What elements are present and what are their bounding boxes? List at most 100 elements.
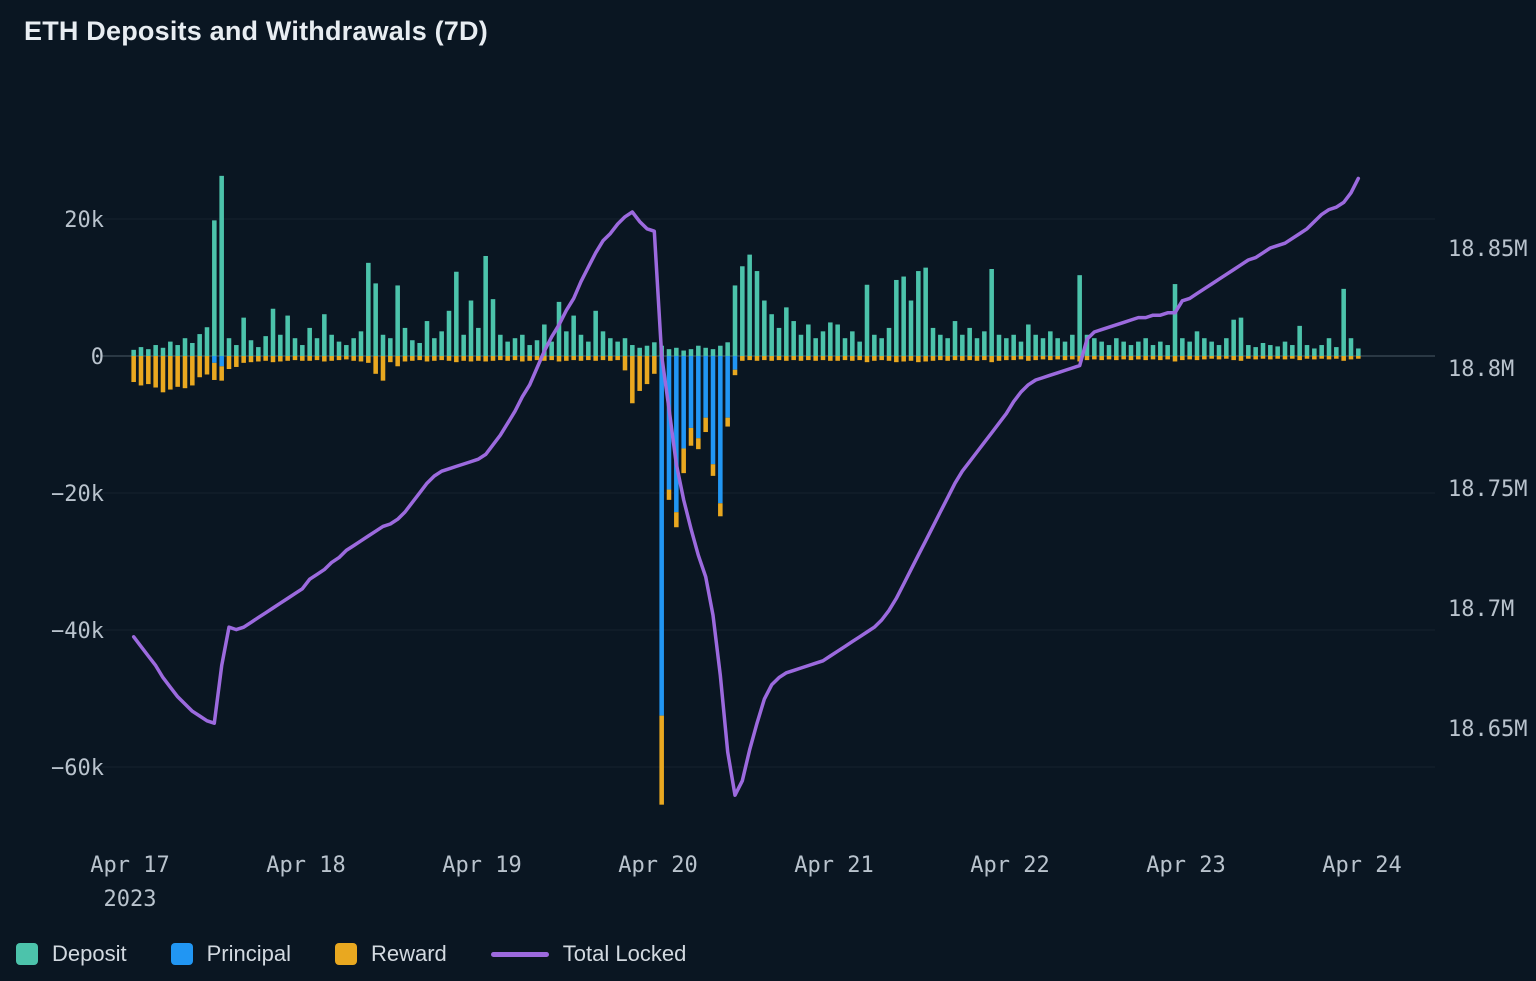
deposit-bar[interactable] — [1018, 341, 1024, 356]
deposit-bar[interactable] — [1341, 288, 1346, 356]
deposit-bar[interactable] — [1216, 345, 1222, 356]
reward-bar[interactable] — [380, 356, 386, 381]
deposit-bar[interactable] — [578, 334, 584, 356]
deposit-bar[interactable] — [718, 345, 723, 356]
deposit-bar[interactable] — [762, 300, 767, 356]
reward-bar[interactable] — [1275, 356, 1280, 359]
deposit-bar[interactable] — [307, 327, 312, 356]
deposit-bar[interactable] — [952, 321, 958, 356]
reward-bar[interactable] — [681, 448, 686, 474]
deposit-bar[interactable] — [1290, 345, 1295, 356]
reward-bar[interactable] — [952, 356, 958, 361]
reward-bar[interactable] — [1326, 356, 1332, 360]
deposit-bar[interactable] — [1026, 324, 1031, 356]
principal-bar[interactable] — [219, 356, 224, 367]
deposit-bar[interactable] — [190, 342, 195, 356]
reward-bar[interactable] — [204, 356, 210, 375]
deposit-bar[interactable] — [1202, 338, 1207, 356]
deposit-bar[interactable] — [1099, 341, 1104, 356]
deposit-bar[interactable] — [153, 345, 158, 356]
reward-bar[interactable] — [732, 369, 738, 376]
reward-bar[interactable] — [960, 356, 965, 361]
deposit-bar[interactable] — [424, 321, 430, 356]
reward-bar[interactable] — [600, 356, 606, 361]
deposit-bar[interactable] — [593, 310, 598, 356]
reward-bar[interactable] — [1282, 356, 1288, 360]
deposit-bar[interactable] — [703, 347, 708, 356]
reward-bar[interactable] — [578, 356, 584, 361]
legend-item-total-locked[interactable]: Total Locked — [490, 941, 686, 967]
deposit-bar[interactable] — [930, 327, 936, 356]
deposit-bar[interactable] — [1268, 345, 1273, 356]
reward-bar[interactable] — [410, 356, 415, 361]
deposit-bar[interactable] — [1158, 341, 1163, 356]
reward-bar[interactable] — [197, 356, 202, 378]
reward-bar[interactable] — [1348, 356, 1354, 360]
deposit-bar[interactable] — [696, 345, 701, 356]
reward-bar[interactable] — [534, 356, 540, 361]
deposit-bar[interactable] — [1172, 284, 1178, 356]
deposit-bar[interactable] — [498, 334, 503, 356]
reward-bar[interactable] — [432, 356, 437, 361]
reward-bar[interactable] — [806, 356, 811, 361]
deposit-bar[interactable] — [204, 327, 210, 356]
reward-bar[interactable] — [1180, 356, 1185, 361]
reward-bar[interactable] — [564, 356, 569, 361]
deposit-bar[interactable] — [1143, 338, 1148, 356]
reward-bar[interactable] — [182, 356, 188, 389]
reward-bar[interactable] — [1011, 356, 1016, 361]
reward-bar[interactable] — [1209, 356, 1214, 359]
reward-bar[interactable] — [1099, 356, 1104, 361]
deposit-bar[interactable] — [1348, 338, 1354, 356]
reward-bar[interactable] — [212, 362, 217, 380]
reward-bar[interactable] — [373, 356, 378, 374]
reward-bar[interactable] — [820, 356, 826, 361]
reward-bar[interactable] — [1055, 356, 1060, 360]
deposit-bar[interactable] — [644, 345, 650, 356]
deposit-bar[interactable] — [1238, 317, 1244, 356]
deposit-bar[interactable] — [1062, 341, 1068, 356]
deposit-bar[interactable] — [358, 331, 364, 356]
reward-bar[interactable] — [241, 356, 246, 363]
deposit-bar[interactable] — [241, 317, 246, 356]
reward-bar[interactable] — [1312, 356, 1317, 360]
deposit-bar[interactable] — [520, 334, 525, 356]
deposit-bar[interactable] — [439, 331, 444, 356]
principal-bar[interactable] — [681, 356, 686, 449]
deposit-bar[interactable] — [314, 338, 320, 356]
deposit-bar[interactable] — [835, 324, 840, 356]
deposit-bar[interactable] — [982, 331, 987, 356]
deposit-bar[interactable] — [1070, 334, 1075, 356]
reward-bar[interactable] — [1077, 356, 1082, 362]
reward-bar[interactable] — [813, 356, 818, 361]
reward-bar[interactable] — [527, 356, 532, 361]
reward-bar[interactable] — [168, 356, 173, 390]
reward-bar[interactable] — [1224, 356, 1229, 359]
reward-bar[interactable] — [930, 356, 936, 361]
deposit-bar[interactable] — [850, 331, 855, 356]
reward-bar[interactable] — [270, 356, 276, 363]
reward-bar[interactable] — [659, 715, 664, 805]
reward-bar[interactable] — [615, 356, 620, 361]
deposit-bar[interactable] — [263, 336, 268, 356]
legend-item-principal[interactable]: Principal — [170, 941, 291, 967]
reward-bar[interactable] — [740, 356, 745, 361]
deposit-bar[interactable] — [791, 321, 796, 356]
deposit-bar[interactable] — [300, 345, 305, 356]
deposit-bar[interactable] — [175, 345, 180, 356]
reward-bar[interactable] — [344, 356, 349, 360]
deposit-bar[interactable] — [1033, 334, 1038, 356]
reward-bar[interactable] — [637, 356, 642, 391]
reward-bar[interactable] — [1187, 356, 1192, 360]
deposit-bar[interactable] — [798, 334, 804, 356]
reward-bar[interactable] — [483, 356, 488, 362]
deposit-bar[interactable] — [468, 300, 474, 356]
reward-bar[interactable] — [476, 356, 481, 361]
reward-bar[interactable] — [146, 356, 151, 385]
deposit-bar[interactable] — [1004, 338, 1009, 356]
deposit-bar[interactable] — [674, 347, 679, 356]
deposit-bar[interactable] — [1180, 338, 1185, 356]
deposit-bar[interactable] — [996, 334, 1002, 356]
reward-bar[interactable] — [710, 464, 716, 476]
deposit-bar[interactable] — [938, 334, 943, 356]
